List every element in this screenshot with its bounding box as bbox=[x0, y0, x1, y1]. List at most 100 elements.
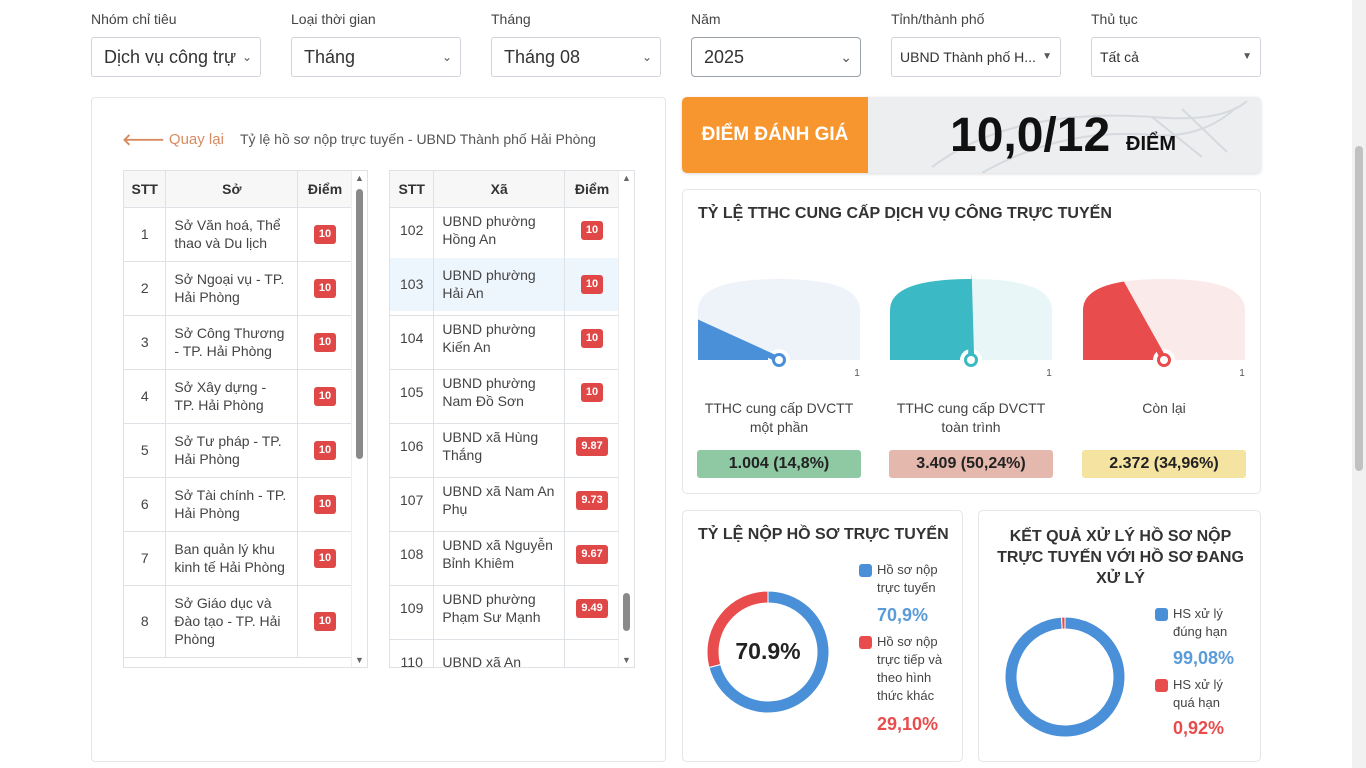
table-row[interactable]: 103 UBND phường Hải An 10 bbox=[390, 257, 620, 312]
time-type-select[interactable]: Tháng ⌄ bbox=[291, 37, 461, 77]
score-badge: 10 bbox=[313, 225, 337, 244]
xa-table-scrollbar[interactable]: ▲ ▼ bbox=[618, 171, 634, 667]
gauge-value-remaining: 2.372 (34,96%) bbox=[1082, 450, 1246, 478]
gauge-max-label: 1 bbox=[1046, 368, 1052, 378]
col-header-score[interactable]: Điểm bbox=[564, 171, 620, 208]
score-badge: 10 bbox=[580, 221, 604, 240]
cell-score: 10 bbox=[564, 365, 620, 420]
cell-score: 9.49 bbox=[564, 581, 620, 636]
gauge-pivot bbox=[964, 353, 978, 367]
cell-score: 10 bbox=[297, 261, 353, 316]
table-row[interactable]: 104 UBND phường Kiến An 10 bbox=[390, 311, 620, 366]
xa-table[interactable]: STT Xã Điểm 102 UBND phường Hồng An 10 103 U… bbox=[389, 170, 635, 668]
cell-score: 10 bbox=[297, 585, 353, 658]
online-title: TỶ LỆ NỘP HỒ SƠ TRỰC TUYẾN bbox=[698, 526, 949, 543]
filter-procedure: Thủ tục Tất cả ▼ bbox=[1091, 10, 1261, 77]
table-row[interactable]: 106 UBND xã Hùng Thắng 9.87 bbox=[390, 419, 620, 474]
back-label: Quay lại bbox=[168, 130, 224, 148]
col-header-xa[interactable]: Xã bbox=[433, 171, 566, 208]
month-select[interactable]: Tháng 08 ⌄ bbox=[491, 37, 661, 77]
table-row[interactable]: 108 UBND xã Nguyễn Bỉnh Khiêm 9.67 bbox=[390, 527, 620, 582]
cell-score bbox=[564, 635, 620, 667]
score-value: 10,0/12 bbox=[950, 109, 1111, 162]
cell-name: UBND xã Nguyễn Bỉnh Khiêm bbox=[433, 527, 566, 582]
gauge-needle bbox=[701, 320, 781, 363]
page-scrollbar-thumb[interactable] bbox=[1355, 146, 1363, 471]
cell-name: UBND phường Kiến An bbox=[433, 311, 566, 366]
cell-score: 10 bbox=[564, 203, 620, 258]
cell-score: 10 bbox=[297, 207, 353, 262]
cell-name: UBND phường Hồng An bbox=[433, 203, 566, 258]
legend-offline[interactable]: Hồ sơ nộp trực tiếp và theo hình thức kh… bbox=[859, 633, 949, 705]
filter-label: Loại thời gian bbox=[291, 11, 376, 27]
so-table[interactable]: STT Sở Điểm 1 Sở Văn hoá, Thể thao và Du … bbox=[123, 170, 368, 668]
select-value: UBND Thành phố H... bbox=[900, 49, 1036, 65]
scrollbar-thumb[interactable] bbox=[623, 593, 630, 631]
back-button[interactable]: 🡐 Quay lại bbox=[122, 129, 224, 150]
indicator-select[interactable]: Dịch vụ công trự ⌄ bbox=[91, 37, 261, 77]
gauge-value-full: 3.409 (50,24%) bbox=[889, 450, 1053, 478]
legend-ontime[interactable]: HS xử lý đúng hạn bbox=[1155, 605, 1245, 641]
col-header-stt[interactable]: STT bbox=[390, 171, 435, 208]
caret-down-icon: ▼ bbox=[1242, 51, 1252, 62]
gauge-partial: 1 bbox=[698, 279, 860, 378]
table-row[interactable]: 109 UBND phường Phạm Sư Mạnh 9.49 bbox=[390, 581, 620, 636]
cell-stt: 109 bbox=[390, 581, 435, 636]
procedure-select[interactable]: Tất cả ▼ bbox=[1091, 37, 1261, 77]
result-title: KẾT QUẢ XỬ LÝ HỒ SƠ NỘP TRỰC TUYẾN VỚI H… bbox=[997, 528, 1244, 587]
table-row[interactable]: 1 Sở Văn hoá, Thể thao và Du lịch 10 bbox=[124, 207, 353, 262]
table-row[interactable]: 2 Sở Ngoại vụ - TP. Hải Phòng 10 bbox=[124, 261, 353, 316]
breadcrumb: 🡐 Quay lại Tỷ lệ hồ sơ nộp trực tuyến - … bbox=[122, 128, 596, 150]
col-header-so[interactable]: Sở bbox=[165, 171, 299, 208]
gauge-pivot bbox=[772, 353, 786, 367]
legend-online[interactable]: Hồ sơ nộp trực tuyến bbox=[859, 561, 949, 597]
table-row[interactable]: 7 Ban quản lý khu kinh tế Hải Phòng 10 bbox=[124, 531, 353, 586]
cell-stt: 104 bbox=[390, 311, 435, 366]
table-row[interactable]: 102 UBND phường Hồng An 10 bbox=[390, 203, 620, 258]
score-badge: 9.73 bbox=[576, 491, 608, 510]
col-header-stt[interactable]: STT bbox=[124, 171, 167, 208]
donut-slice-0 bbox=[1005, 617, 1125, 737]
cell-name: UBND xã An bbox=[433, 635, 566, 667]
table-row[interactable]: 6 Sở Tài chính - TP. Hải Phòng 10 bbox=[124, 477, 353, 532]
cell-name: Sở Công Thương - TP. Hải Phòng bbox=[165, 315, 299, 370]
caret-down-icon: ▼ bbox=[1042, 51, 1052, 62]
table-row[interactable]: 105 UBND phường Nam Đồ Sơn 10 bbox=[390, 365, 620, 420]
scrollbar-thumb[interactable] bbox=[356, 189, 363, 459]
scroll-down-icon[interactable]: ▼ bbox=[622, 655, 631, 665]
filter-label: Tháng bbox=[491, 11, 531, 27]
table-row[interactable]: 110 UBND xã An bbox=[390, 635, 620, 667]
cell-score: 10 bbox=[564, 311, 620, 366]
legend-label: HS xử lý đúng hạn bbox=[1173, 606, 1228, 639]
filter-label: Thủ tục bbox=[1091, 11, 1138, 27]
legend-overdue[interactable]: HS xử lý quá hạn bbox=[1155, 676, 1245, 712]
arrow-left-icon: 🡐 bbox=[122, 131, 165, 149]
table-row[interactable]: 8 Sở Giáo dục và Đào tạo - TP. Hải Phòng 1… bbox=[124, 585, 353, 658]
page-scrollbar[interactable] bbox=[1352, 0, 1366, 768]
so-table-scrollbar[interactable]: ▲ ▼ bbox=[351, 171, 367, 667]
cell-score: 10 bbox=[297, 369, 353, 424]
filter-province: Tỉnh/thành phố UBND Thành phố H... ▼ bbox=[891, 10, 1061, 77]
legend-label: Hồ sơ nộp trực tiếp và theo hình thức kh… bbox=[877, 634, 943, 703]
cell-stt: 4 bbox=[124, 369, 167, 424]
gauge-label-full: TTHC cung cấp DVCTT toàn trình bbox=[896, 400, 1046, 435]
scroll-down-icon[interactable]: ▼ bbox=[355, 655, 364, 665]
online-donut-chart bbox=[707, 591, 829, 713]
filter-time-type: Loại thời gian Tháng ⌄ bbox=[291, 10, 461, 77]
year-select[interactable]: 2025 ⌄ bbox=[691, 37, 861, 77]
table-row[interactable]: 3 Sở Công Thương - TP. Hải Phòng 10 bbox=[124, 315, 353, 370]
gauge-max-label: 1 bbox=[1239, 368, 1245, 378]
cell-name: UBND xã Nam An Phụ bbox=[433, 473, 566, 528]
table-row[interactable]: 5 Sở Tư pháp - TP. Hải Phòng 10 bbox=[124, 423, 353, 478]
score-badge: 9.67 bbox=[576, 545, 608, 564]
scroll-up-icon[interactable]: ▲ bbox=[355, 173, 364, 183]
scroll-up-icon[interactable]: ▲ bbox=[622, 173, 631, 183]
cell-stt: 5 bbox=[124, 423, 167, 478]
cell-score: 10 bbox=[297, 477, 353, 532]
table-row[interactable]: 107 UBND xã Nam An Phụ 9.73 bbox=[390, 473, 620, 528]
province-select[interactable]: UBND Thành phố H... ▼ bbox=[891, 37, 1061, 77]
table-row[interactable]: 4 Sở Xây dựng - TP. Hải Phòng 10 bbox=[124, 369, 353, 424]
donut-slice-1 bbox=[1061, 617, 1066, 630]
col-header-score[interactable]: Điểm bbox=[297, 171, 353, 208]
cell-stt: 102 bbox=[390, 203, 435, 258]
